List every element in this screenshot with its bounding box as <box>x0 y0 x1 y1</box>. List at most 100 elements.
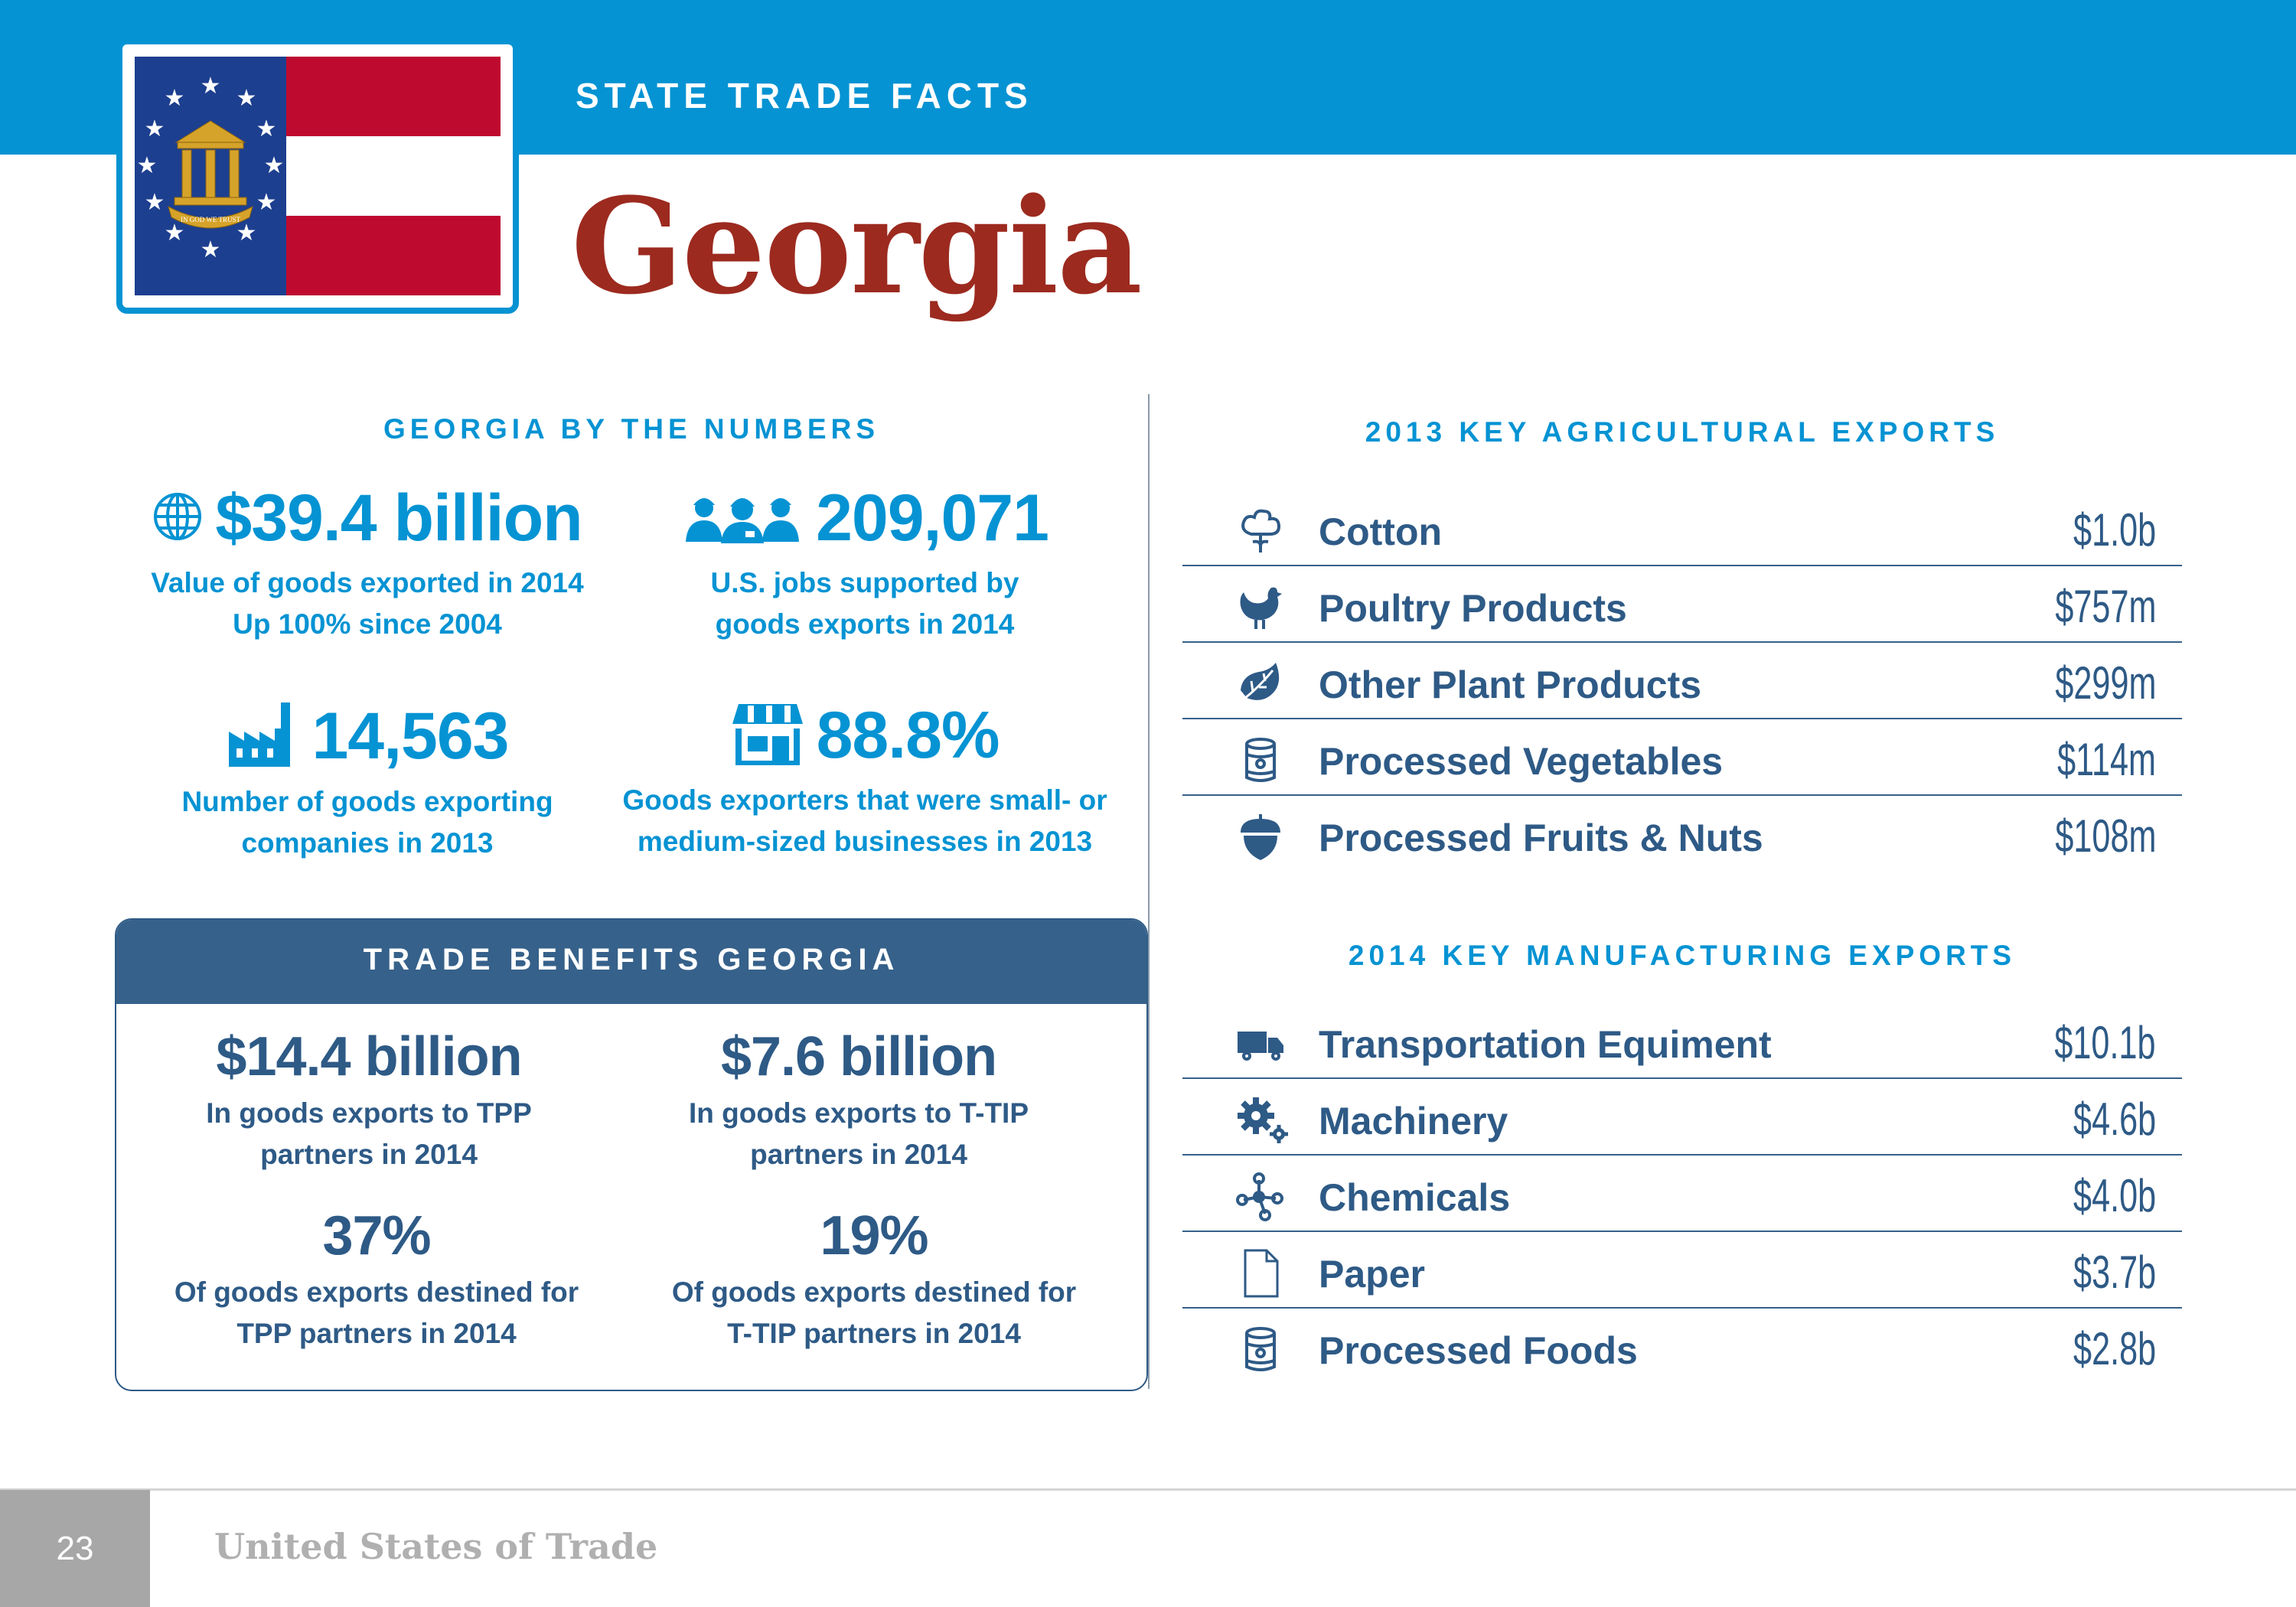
export-value: $4.6b <box>2073 1094 2156 1145</box>
export-value: $3.7b <box>2073 1247 2156 1298</box>
stat-value: 88.8% <box>816 699 1000 772</box>
benefit-desc: In goods exports to TPP <box>206 1097 532 1129</box>
svg-text:★: ★ <box>236 220 257 246</box>
export-value: $114m <box>2057 734 2156 785</box>
svg-text:★: ★ <box>201 237 221 262</box>
can-icon <box>1236 736 1285 785</box>
trade-benefits-heading: TRADE BENEFITS GEORGIA <box>363 943 900 976</box>
export-name: Processed Foods <box>1319 1329 1638 1372</box>
stat-desc: companies in 2013 <box>241 827 494 859</box>
svg-text:★: ★ <box>145 116 165 142</box>
benefit-stat: $14.4 billion In goods exports to TPP par… <box>116 1025 621 1175</box>
export-name: Other Plant Products <box>1319 663 1702 706</box>
flag-stripe-red <box>286 57 501 136</box>
page-title: Georgia <box>571 168 1143 324</box>
page-number-box: 23 <box>0 1490 150 1607</box>
export-name: Chemicals <box>1319 1176 1511 1219</box>
benefit-desc: TPP partners in 2014 <box>236 1318 517 1349</box>
export-value: $757m <box>2054 581 2156 632</box>
svg-text:★: ★ <box>256 116 277 142</box>
chicken-icon <box>1236 583 1285 632</box>
list-item: Processed Foods $2.8b <box>1182 1309 2182 1384</box>
benefit-desc: partners in 2014 <box>260 1139 478 1170</box>
acorn-icon <box>1236 813 1285 862</box>
trade-benefits-panel: TRADE BENEFITS GEORGIA $14.4 billion In … <box>115 918 1148 1391</box>
flag-motto: IN GOD WE TRUST <box>181 216 240 223</box>
stat-desc: Goods exporters that were small- or <box>622 784 1107 816</box>
publication-title: United States of Trade <box>214 1526 658 1567</box>
storefront-icon <box>731 701 804 771</box>
benefit-stat: $7.6 billion In goods exports to T-TIP pa… <box>606 1025 1111 1175</box>
benefit-desc: Of goods exports destined for <box>671 1276 1077 1308</box>
export-value: $2.8b <box>2073 1323 2156 1374</box>
svg-text:★: ★ <box>165 86 185 111</box>
workers-icon <box>681 490 804 547</box>
list-item: Paper $3.7b <box>1182 1232 2182 1309</box>
export-name: Machinery <box>1319 1100 1508 1143</box>
list-item: Machinery $4.6b <box>1182 1079 2182 1156</box>
stat-desc: goods exports in 2014 <box>715 608 1015 640</box>
benefit-value: $14.4 billion <box>216 1026 522 1087</box>
list-item: Poultry Products $757m <box>1182 566 2182 643</box>
list-item: Cotton $1.0b <box>1182 490 2182 566</box>
stat-value: 209,071 <box>816 481 1049 555</box>
flag-stripe-red <box>286 216 501 295</box>
benefit-desc: T-TIP partners in 2014 <box>727 1318 1021 1349</box>
export-name: Processed Fruits & Nuts <box>1319 817 1763 859</box>
svg-text:★: ★ <box>236 86 257 111</box>
stat-sme-share: 88.8% Goods exporters that were small- o… <box>597 698 1133 862</box>
benefit-desc: partners in 2014 <box>750 1139 967 1170</box>
benefit-value: 37% <box>322 1205 431 1266</box>
numbers-heading: GEORGIA BY THE NUMBERS <box>383 413 879 445</box>
benefit-stat: 19% Of goods exports destined for T-TIP p… <box>614 1204 1134 1354</box>
flag-stripe-white <box>286 136 501 216</box>
stat-jobs: 209,071 U.S. jobs supported by goods expo… <box>612 481 1117 645</box>
svg-text:★: ★ <box>256 190 277 215</box>
list-item: Other Plant Products $299m <box>1182 643 2182 719</box>
list-item: Transportation Equiment $10.1b <box>1182 1002 2182 1079</box>
export-value: $1.0b <box>2073 504 2156 556</box>
svg-text:★: ★ <box>264 153 285 178</box>
flag-canton: ★ ★ ★ ★ ★ ★ ★ ★ ★ ★ ★ ★ <box>135 57 286 295</box>
list-item: Chemicals $4.0b <box>1182 1156 2182 1232</box>
export-value: $299m <box>2054 657 2156 709</box>
svg-text:★: ★ <box>137 153 158 178</box>
section-kicker: STATE TRADE FACTS <box>576 76 1033 116</box>
stat-exports-value: $39.4 billion Value of goods exported in… <box>115 481 620 645</box>
export-value: $4.0b <box>2073 1170 2156 1221</box>
page-number: 23 <box>56 1530 94 1567</box>
stat-desc: Up 100% since 2004 <box>233 608 502 640</box>
benefit-desc: Of goods exports destined for <box>174 1276 579 1308</box>
cotton-icon <box>1236 507 1285 556</box>
manufacturing-heading: 2014 KEY MANUFACTURING EXPORTS <box>1348 940 2017 971</box>
stat-value: $39.4 billion <box>215 481 582 555</box>
can-icon <box>1236 1325 1285 1374</box>
stat-companies: 14,563 Number of goods exporting companie… <box>115 698 620 864</box>
benefit-stat: 37% Of goods exports destined for TPP par… <box>116 1204 637 1354</box>
state-flag-frame: ★ ★ ★ ★ ★ ★ ★ ★ ★ ★ ★ ★ <box>116 38 519 314</box>
trade-benefits-header: TRADE BENEFITS GEORGIA <box>116 920 1146 1004</box>
gears-icon <box>1236 1096 1288 1145</box>
stat-value: 14,563 <box>311 699 509 773</box>
stat-desc: Number of goods exporting <box>181 786 553 817</box>
list-item: Processed Fruits & Nuts $108m <box>1182 796 2182 871</box>
export-value: $108m <box>2054 810 2156 862</box>
globe-icon <box>152 491 203 546</box>
svg-text:★: ★ <box>165 220 185 246</box>
truck-icon <box>1236 1019 1285 1068</box>
manufacturing-list: Transportation Equiment $10.1b Machinery… <box>1182 1002 2182 1384</box>
benefit-value: 19% <box>820 1205 928 1266</box>
export-name: Paper <box>1319 1253 1425 1296</box>
paper-icon <box>1236 1249 1285 1298</box>
export-name: Transportation Equiment <box>1319 1023 1772 1066</box>
benefit-value: $7.6 billion <box>720 1026 997 1087</box>
leaf-icon <box>1236 660 1285 709</box>
export-name: Poultry Products <box>1319 587 1627 630</box>
list-item: Processed Vegetables $114m <box>1182 719 2182 796</box>
export-name: Cotton <box>1319 510 1443 553</box>
svg-text:★: ★ <box>201 73 221 99</box>
stat-desc: Value of goods exported in 2014 <box>151 567 584 598</box>
export-name: Processed Vegetables <box>1319 740 1724 783</box>
agricultural-list: Cotton $1.0b Poultry Products $757m Othe… <box>1182 490 2182 871</box>
benefit-desc: In goods exports to T-TIP <box>689 1097 1029 1129</box>
